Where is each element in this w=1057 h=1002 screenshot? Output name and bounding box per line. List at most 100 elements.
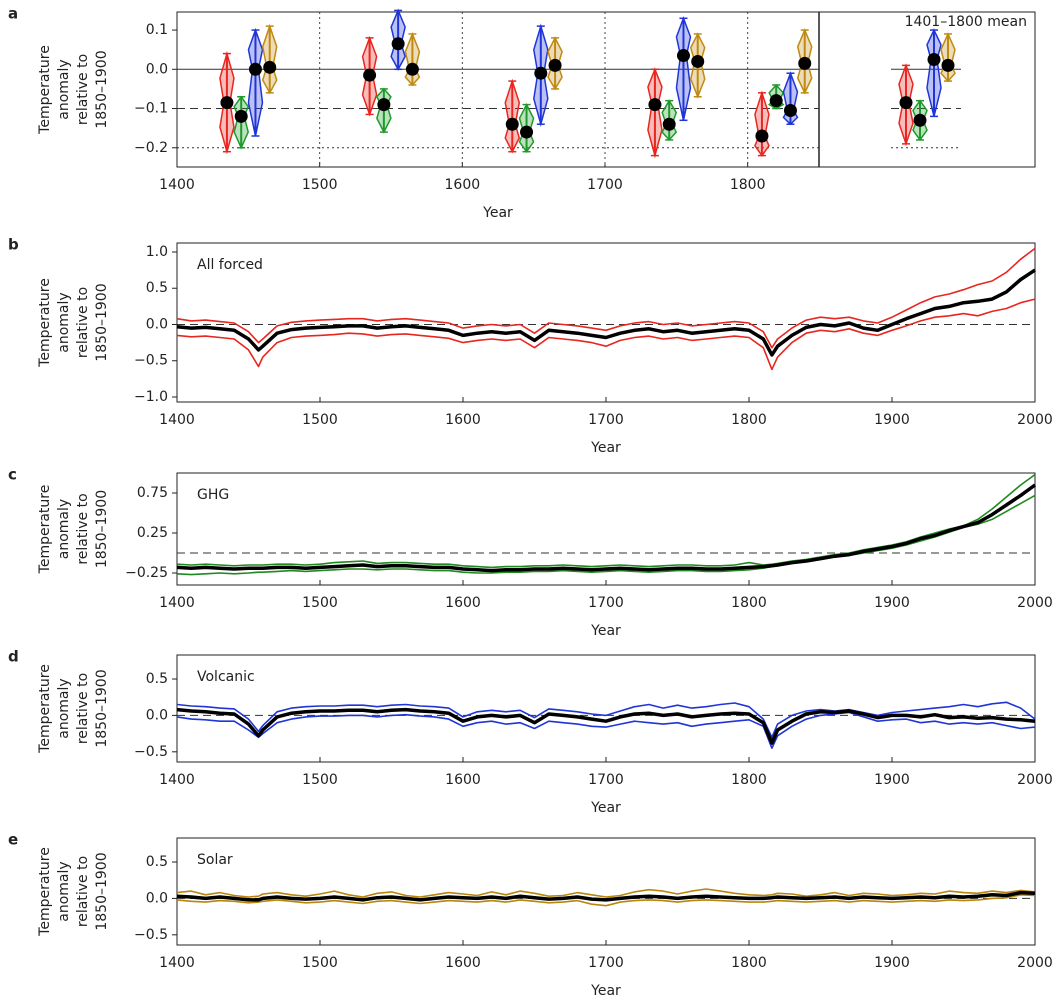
x-tick-label: 2000 <box>1017 955 1053 971</box>
median-dot <box>534 66 548 80</box>
y-axis-label: relative to <box>75 673 91 744</box>
mean-dot <box>899 96 913 110</box>
panel-letter: b <box>8 236 19 254</box>
y-tick-label: −1.0 <box>134 389 168 405</box>
x-tick-label: 1600 <box>445 955 481 971</box>
x-tick-label: 1900 <box>874 772 910 788</box>
median-dot <box>234 109 248 123</box>
panel-letter: d <box>8 648 19 666</box>
x-tick-label: 1600 <box>445 595 481 611</box>
x-tick-label: 1900 <box>874 595 910 611</box>
median-dot <box>662 117 676 131</box>
series-line <box>176 890 1036 902</box>
median-dot <box>391 37 405 51</box>
y-axis-label: relative to <box>75 856 91 927</box>
series-line <box>176 483 1037 573</box>
x-tick-label: 1400 <box>159 772 195 788</box>
mean-dot <box>913 113 927 127</box>
median-dot <box>405 62 419 76</box>
panel-letter: a <box>8 5 18 23</box>
series-line <box>176 707 1036 745</box>
x-tick-label: 1600 <box>445 772 481 788</box>
panel-subtitle: GHG <box>197 487 229 503</box>
x-tick-label: 1500 <box>302 772 338 788</box>
plot-frame <box>176 242 1036 403</box>
x-tick-label: 1800 <box>731 595 767 611</box>
x-tick-label: 1500 <box>302 412 338 428</box>
x-tick-label: 2000 <box>1017 772 1053 788</box>
x-tick-label: 1400 <box>159 177 195 193</box>
x-axis-label: Year <box>590 623 621 639</box>
series-line <box>176 494 1036 576</box>
x-tick-label: 1400 <box>159 412 195 428</box>
x-tick-label: 2000 <box>1017 595 1053 611</box>
x-tick-label: 1900 <box>874 955 910 971</box>
series-line <box>176 298 1036 371</box>
plot-frame <box>176 11 1036 168</box>
plot-frame <box>176 654 1036 763</box>
y-axis-label: anomaly <box>56 292 72 352</box>
panel: d Temperature anomaly relative to 1850–1900 Y… <box>8 648 1053 817</box>
series-line <box>176 894 1036 907</box>
median-dot <box>505 117 519 131</box>
y-axis-label: Temperature <box>37 847 53 937</box>
x-axis-label: Year <box>590 983 621 999</box>
panel: c Temperature anomaly relative to 1850–1900 Y… <box>8 466 1053 640</box>
y-axis-label: anomaly <box>56 678 72 738</box>
x-tick-label: 1400 <box>159 955 195 971</box>
x-tick-label: 1500 <box>302 955 338 971</box>
median-dot <box>263 60 277 74</box>
median-dot <box>783 103 797 117</box>
y-axis-label: 1850–1900 <box>94 669 110 747</box>
x-tick-label: 1600 <box>445 177 481 193</box>
y-tick-label: 0.25 <box>137 525 168 541</box>
median-dot <box>691 54 705 68</box>
y-tick-label: 0.5 <box>146 854 168 870</box>
x-tick-label: 1800 <box>731 772 767 788</box>
y-tick-label: −0.1 <box>134 101 168 117</box>
x-tick-label: 1400 <box>159 595 195 611</box>
x-tick-label: 1700 <box>587 177 623 193</box>
y-tick-label: 0.0 <box>146 316 168 332</box>
y-tick-label: 0.75 <box>137 485 168 501</box>
y-tick-label: −0.25 <box>125 565 168 581</box>
y-axis-label: Temperature <box>37 45 53 135</box>
mean-dot <box>941 58 955 72</box>
mean-label: 1401–1800 mean <box>905 14 1027 30</box>
x-axis-label: Year <box>590 800 621 816</box>
series-line <box>176 711 1036 749</box>
y-tick-label: 0.0 <box>146 890 168 906</box>
x-tick-label: 1900 <box>874 412 910 428</box>
y-tick-label: −0.5 <box>134 927 168 943</box>
median-dot <box>798 56 812 70</box>
y-tick-label: 0.5 <box>146 280 168 296</box>
series-line <box>176 268 1036 357</box>
y-tick-label: −0.5 <box>134 744 168 760</box>
median-dot <box>220 96 234 110</box>
median-dot <box>755 129 769 143</box>
x-tick-label: 1700 <box>588 595 624 611</box>
series-line <box>176 701 1036 739</box>
series-line <box>176 247 1036 349</box>
y-axis-label: 1850–1900 <box>94 490 110 568</box>
x-tick-label: 1700 <box>588 772 624 788</box>
median-dot <box>769 94 783 108</box>
y-axis-label: anomaly <box>56 499 72 559</box>
x-tick-label: 1500 <box>302 595 338 611</box>
y-axis-label: relative to <box>75 493 91 564</box>
panel-letter: c <box>8 466 17 484</box>
y-axis-label: Temperature <box>37 278 53 368</box>
x-tick-label: 1800 <box>731 955 767 971</box>
x-tick-label: 1800 <box>731 412 767 428</box>
median-dot <box>377 98 391 112</box>
x-tick-label: 2000 <box>1017 412 1053 428</box>
series-line <box>176 888 1036 898</box>
x-tick-label: 1500 <box>302 177 338 193</box>
y-tick-label: 0.5 <box>146 671 168 687</box>
median-dot <box>248 62 262 76</box>
y-axis-label: relative to <box>75 54 91 125</box>
x-axis-label: Year <box>482 205 513 221</box>
y-axis-label: relative to <box>75 287 91 358</box>
y-axis-label: 1850–1900 <box>94 852 110 930</box>
x-tick-label: 1600 <box>445 412 481 428</box>
